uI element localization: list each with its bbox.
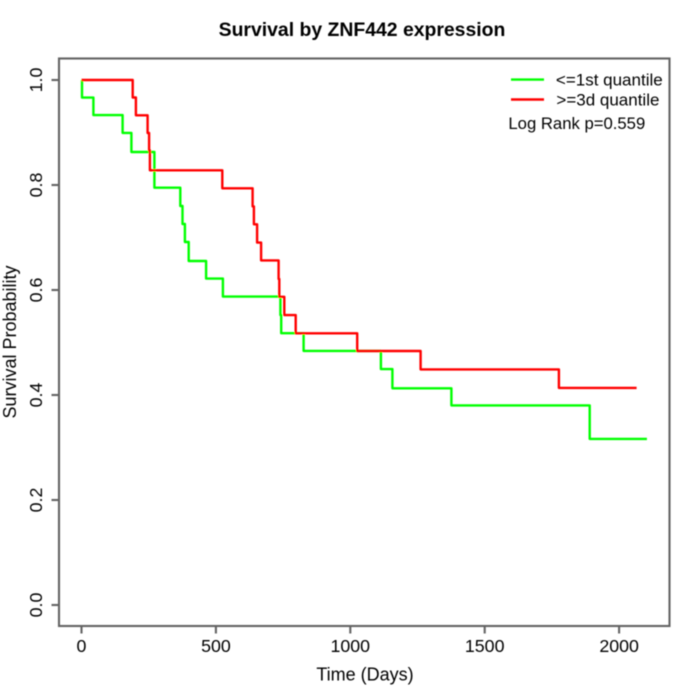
- svg-text:1500: 1500: [465, 636, 505, 656]
- svg-text:0.8: 0.8: [26, 173, 46, 198]
- svg-text:0.2: 0.2: [26, 488, 46, 513]
- svg-text:<=1st quantile: <=1st quantile: [556, 70, 663, 89]
- svg-text:0: 0: [77, 636, 87, 656]
- svg-text:Log Rank p=0.559: Log Rank p=0.559: [508, 114, 645, 133]
- svg-text:500: 500: [201, 636, 231, 656]
- svg-text:0.0: 0.0: [26, 593, 46, 618]
- svg-text:2000: 2000: [599, 636, 639, 656]
- svg-text:0.4: 0.4: [26, 383, 46, 408]
- svg-text:Survival by ZNF442 expression: Survival by ZNF442 expression: [219, 19, 506, 41]
- svg-text:Survival Probability: Survival Probability: [0, 265, 20, 418]
- svg-text:1000: 1000: [331, 636, 371, 656]
- svg-text:Time (Days): Time (Days): [316, 665, 413, 685]
- svg-text:0.6: 0.6: [26, 278, 46, 303]
- svg-text:>=3d quantile: >=3d quantile: [556, 90, 659, 109]
- svg-text:1.0: 1.0: [26, 68, 46, 93]
